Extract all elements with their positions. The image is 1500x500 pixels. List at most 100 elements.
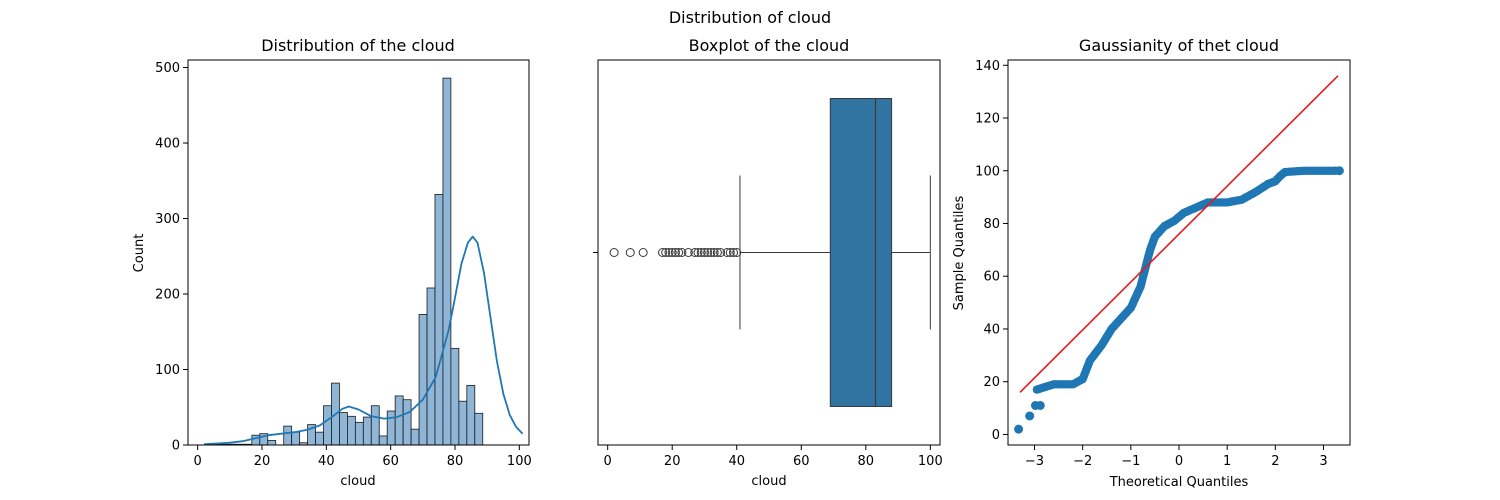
iqr-box — [829, 98, 893, 407]
qq-xtick-label: −3 — [1025, 454, 1044, 469]
histogram-bar — [378, 435, 388, 446]
histogram-bar — [474, 412, 484, 446]
histogram-xtick-label: 80 — [447, 454, 464, 469]
qq-ytick-label: 100 — [975, 164, 1000, 179]
qq-point — [1025, 411, 1035, 421]
histogram-xtick-label: 0 — [194, 454, 202, 469]
qq-ytick-label: 60 — [983, 270, 1000, 285]
histogram-bar — [410, 428, 420, 446]
outlier-point — [706, 248, 716, 257]
histogram-ytick-label: 400 — [155, 137, 180, 152]
histogram-bar — [291, 431, 301, 446]
qq-ytick-label: 20 — [983, 375, 1000, 390]
outlier-point — [667, 248, 677, 257]
boxplot-xtick-label: 80 — [858, 454, 875, 469]
histogram-panel: Distribution of the cloud cloud Count 0 2… — [132, 36, 532, 489]
outlier-point — [664, 248, 674, 257]
histogram-ytick-label: 500 — [155, 61, 180, 76]
boxplot-xtick-label: 100 — [918, 454, 943, 469]
histogram-bar — [315, 431, 324, 446]
histogram-title: Distribution of the cloud — [261, 36, 455, 55]
outlier-point — [722, 248, 732, 257]
outlier-point — [712, 248, 722, 257]
qq-panel: Gaussianity of thet cloud Theoretical Qu… — [952, 36, 1351, 490]
qq-ytick-label: 140 — [975, 59, 1000, 74]
histogram-bar — [442, 77, 452, 446]
histogram-bar — [283, 425, 293, 446]
qq-xtick-label: 3 — [1319, 454, 1327, 469]
histogram-bar — [362, 416, 372, 446]
histogram-ytick-label: 100 — [155, 363, 180, 378]
outlier-point — [732, 248, 742, 257]
histogram-xtick-label: 100 — [507, 454, 532, 469]
histogram-bar — [370, 405, 380, 446]
outlier-point — [703, 248, 713, 257]
qq-ylabel: Sample Quantiles — [952, 195, 967, 310]
outlier-point — [670, 248, 680, 257]
histogram-bar — [394, 395, 404, 446]
qq-xtick-label: −2 — [1073, 454, 1092, 469]
boxplot-xtick-label: 40 — [728, 454, 745, 469]
outlier-point — [658, 248, 668, 257]
histogram-bar — [402, 399, 412, 446]
qq-xlabel: Theoretical Quantiles — [1109, 475, 1249, 490]
histogram-bar — [323, 405, 332, 446]
histogram-axes-frame — [187, 59, 530, 446]
qq-ytick-label: 40 — [983, 322, 1000, 337]
outlier-point — [729, 248, 739, 257]
outlier-point — [674, 248, 684, 257]
outlier-point — [716, 248, 726, 257]
histogram-ytick-label: 200 — [155, 288, 180, 303]
qq-xtick-label: 0 — [1175, 454, 1183, 469]
outlier-point — [609, 248, 619, 257]
histogram-xtick-label: 60 — [382, 454, 399, 469]
qq-point — [1334, 166, 1344, 176]
boxplot-title: Boxplot of the cloud — [689, 36, 850, 55]
histogram-ytick-label: 0 — [172, 439, 180, 454]
histogram-bar — [450, 347, 460, 446]
qq-xtick-label: −1 — [1121, 454, 1140, 469]
histogram-bar — [267, 440, 277, 446]
histogram-xtick-label: 40 — [318, 454, 335, 469]
histogram-bar — [458, 400, 468, 446]
qq-point — [1035, 400, 1045, 410]
boxplot-xtick-label: 0 — [604, 454, 612, 469]
reference-line — [1019, 75, 1339, 393]
qq-ytick-label: 0 — [992, 428, 1000, 443]
histogram-bar — [426, 287, 436, 446]
histogram-xlabel: cloud — [340, 474, 375, 489]
qq-xtick-label: 2 — [1271, 454, 1279, 469]
histogram-xtick-label: 20 — [254, 454, 271, 469]
qq-point — [1014, 424, 1024, 434]
outlier-point — [693, 248, 703, 257]
figure-suptitle: Distribution of cloud — [669, 8, 831, 27]
histogram-bar — [418, 314, 428, 446]
outlier-point — [683, 248, 693, 257]
qq-xtick-label: 1 — [1223, 454, 1231, 469]
outlier-point — [677, 248, 687, 257]
histogram-ytick-label: 300 — [155, 212, 180, 227]
qq-ytick-label: 80 — [983, 217, 1000, 232]
boxplot-xtick-label: 60 — [793, 454, 810, 469]
outlier-point — [699, 248, 709, 257]
outlier-point — [661, 248, 671, 257]
outlier-point — [638, 248, 648, 257]
boxplot-xlabel: cloud — [751, 474, 786, 489]
histogram-bar — [347, 415, 356, 446]
histogram-bar — [434, 193, 444, 446]
histogram-bar — [466, 384, 476, 446]
outlier-point — [696, 248, 706, 257]
boxplot-panel: Boxplot of the cloud cloud 0 20 40 60 80 100 — [593, 36, 943, 489]
outlier-point — [725, 248, 735, 257]
histogram-bar — [386, 410, 396, 446]
outlier-point — [625, 248, 635, 257]
kde-curve — [204, 235, 524, 446]
histogram-ylabel: Count — [132, 234, 147, 273]
boxplot-xtick-label: 20 — [664, 454, 681, 469]
histogram-bar — [354, 421, 364, 446]
qq-title: Gaussianity of thet cloud — [1079, 36, 1279, 55]
histogram-bar — [339, 412, 348, 446]
qq-ytick-label: 120 — [975, 112, 1000, 127]
